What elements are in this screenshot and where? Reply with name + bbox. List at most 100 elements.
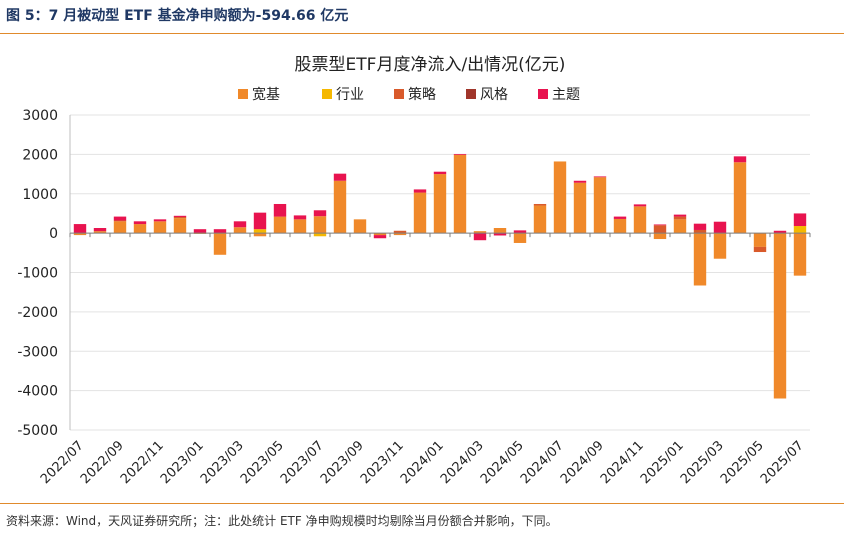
bar-segment bbox=[253, 229, 267, 234]
bar-segment bbox=[393, 233, 407, 236]
bar-segment bbox=[253, 212, 267, 230]
legend-swatch bbox=[238, 89, 248, 99]
x-tick-label: 2023/09 bbox=[318, 438, 367, 487]
bar-segment bbox=[693, 223, 707, 230]
bar-segment bbox=[773, 233, 787, 399]
y-tick-label: -1000 bbox=[17, 266, 58, 282]
bar-segment bbox=[593, 176, 607, 178]
bar-segment bbox=[93, 228, 107, 232]
bar-segment bbox=[753, 246, 767, 253]
bar-segment bbox=[433, 174, 447, 234]
x-tick-label: 2022/09 bbox=[78, 438, 127, 487]
top-divider bbox=[0, 33, 844, 34]
bar-segment bbox=[653, 224, 667, 226]
y-tick-label: -2000 bbox=[17, 305, 58, 321]
bar-segment bbox=[793, 213, 807, 227]
bar-segment bbox=[73, 224, 87, 234]
bar-segment bbox=[313, 210, 327, 217]
bar-segment bbox=[513, 233, 527, 243]
legend-label: 宽基 bbox=[252, 86, 280, 103]
bar-segment bbox=[413, 192, 427, 234]
legend-label: 风格 bbox=[480, 87, 508, 103]
bar-segment bbox=[633, 204, 647, 207]
bar-segment bbox=[513, 230, 527, 234]
bar-segment bbox=[493, 228, 507, 234]
y-tick-label: 2000 bbox=[22, 147, 58, 163]
bar-segment bbox=[373, 233, 387, 236]
y-tick-label: -3000 bbox=[17, 344, 58, 360]
bar-segment bbox=[193, 229, 207, 234]
bar-segment bbox=[313, 233, 327, 237]
bar-segment bbox=[593, 177, 607, 234]
bar-segment bbox=[753, 233, 767, 247]
bar-segment bbox=[293, 219, 307, 234]
bars bbox=[70, 153, 810, 399]
x-tick-label: 2024/03 bbox=[438, 438, 487, 487]
bar-segment bbox=[73, 233, 87, 236]
legend-swatch bbox=[322, 89, 332, 99]
bar-segment bbox=[733, 162, 747, 234]
bar-segment bbox=[633, 206, 647, 234]
bar-segment bbox=[173, 216, 187, 219]
figure-title: 图 5：7 月被动型 ETF 基金净申购额为-594.66 亿元 bbox=[6, 8, 349, 24]
legend: 宽基 行业 策略 风格 主题 bbox=[238, 86, 580, 103]
bar-segment bbox=[173, 215, 187, 217]
bar-segment bbox=[293, 215, 307, 220]
x-tick-label: 2022/07 bbox=[38, 438, 87, 487]
bar-segment bbox=[653, 233, 667, 240]
bar-segment bbox=[413, 189, 427, 193]
legend-label: 行业 bbox=[336, 87, 364, 103]
bar-segment bbox=[573, 180, 587, 183]
x-tick-label: 2023/01 bbox=[158, 438, 207, 487]
bar-segment bbox=[453, 154, 467, 234]
bar-segment bbox=[713, 221, 727, 234]
bar-segment bbox=[473, 233, 487, 241]
bar-segment bbox=[213, 233, 227, 255]
bar-segment bbox=[793, 226, 807, 234]
bar-segment bbox=[673, 219, 687, 234]
y-tick-label: 3000 bbox=[22, 108, 58, 124]
bar-segment bbox=[473, 231, 487, 234]
bar-segment bbox=[773, 230, 787, 234]
bar-segment bbox=[493, 233, 507, 236]
bar-segment bbox=[533, 205, 547, 234]
bar-segment bbox=[273, 203, 287, 217]
y-tick-label: -4000 bbox=[17, 384, 58, 400]
x-tick-label: 2023/07 bbox=[278, 438, 327, 487]
y-tick-label: 1000 bbox=[22, 187, 58, 203]
legend-label: 策略 bbox=[408, 86, 436, 103]
bar-segment bbox=[673, 216, 687, 220]
bar-segment bbox=[453, 153, 467, 155]
bar-segment bbox=[333, 173, 347, 181]
bar-segment bbox=[693, 229, 707, 234]
bar-segment bbox=[113, 216, 127, 221]
legend-swatch bbox=[466, 89, 476, 99]
bar-segment bbox=[233, 221, 247, 228]
y-tick-label: 0 bbox=[49, 226, 58, 242]
chart: 股票型ETF月度净流入/出情况(亿元) 宽基 行业 策略 风格 主题 3000 2000 1… bbox=[17, 55, 811, 487]
bar-segment bbox=[793, 233, 807, 276]
legend-label: 主题 bbox=[552, 87, 580, 103]
bar-segment bbox=[393, 230, 407, 234]
x-tick-label: 2023/11 bbox=[358, 438, 407, 487]
bar-segment bbox=[533, 203, 547, 206]
bar-segment bbox=[673, 214, 687, 217]
bar-segment bbox=[573, 182, 587, 234]
x-tick-label: 2024/07 bbox=[518, 438, 567, 487]
bar-segment bbox=[133, 224, 147, 234]
bar-segment bbox=[113, 221, 127, 234]
x-tick-label: 2025/01 bbox=[638, 438, 687, 487]
legend-swatch bbox=[538, 89, 548, 99]
x-tick-label: 2024/01 bbox=[398, 438, 447, 487]
bar-segment bbox=[213, 229, 227, 234]
x-tick-label: 2025/07 bbox=[758, 438, 807, 487]
bar-segment bbox=[613, 218, 627, 234]
bar-segment bbox=[93, 231, 107, 234]
bar-segment bbox=[153, 219, 167, 222]
bar-segment bbox=[133, 221, 147, 225]
x-tick-label: 2025/03 bbox=[678, 438, 727, 487]
bar-segment bbox=[153, 221, 167, 234]
x-tick-label: 2024/09 bbox=[558, 438, 607, 487]
bar-segment bbox=[173, 218, 187, 234]
bar-segment bbox=[553, 161, 567, 234]
